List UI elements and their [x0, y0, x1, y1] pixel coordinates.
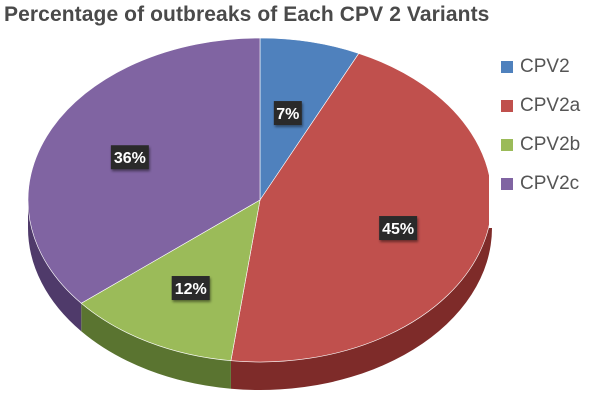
data-label-layer: 7% 45% 12% 36%	[110, 101, 418, 301]
data-label-text-cpv2a: 45%	[382, 221, 414, 238]
legend-label: CPV2b	[520, 134, 581, 155]
pie-top-layer	[27, 37, 493, 363]
legend-item-cpv2: CPV2	[501, 56, 570, 78]
pie-side-layer	[28, 200, 493, 391]
data-label-cpv2b: 12%	[171, 276, 210, 301]
legend-label: CPV2a	[520, 95, 581, 116]
legend-label: CPV2	[520, 56, 570, 77]
data-label-cpv2a: 45%	[379, 216, 418, 241]
data-label-text-cpv2b: 12%	[175, 281, 207, 298]
legend-item-cpv2b: CPV2b	[501, 134, 580, 156]
pie-slice-cpv2	[259, 37, 360, 201]
data-label-cpv2c: 36%	[110, 145, 149, 170]
legend-item-cpv2c: CPV2c	[501, 173, 579, 195]
data-label-text-cpv2c: 36%	[114, 150, 146, 167]
data-label-box-cpv2a	[379, 216, 418, 241]
data-label-box-cpv2	[273, 101, 302, 126]
data-label-text-cpv2: 7%	[276, 106, 299, 123]
pie-side-cpv2a	[230, 200, 493, 391]
data-label-box-cpv2b	[171, 276, 210, 301]
legend-swatch	[501, 100, 513, 112]
legend-label: CPV2c	[520, 173, 580, 194]
data-label-cpv2: 7%	[273, 101, 302, 126]
pie-slice-cpv2b	[80, 199, 261, 362]
legend: CPV2 CPV2a CPV2b CPV2c	[489, 52, 592, 228]
legend-item-cpv2a: CPV2a	[501, 95, 580, 117]
pie-slice-cpv2c	[27, 37, 261, 304]
chart-title: Percentage of outbreaks of Each CPV 2 Va…	[4, 3, 490, 26]
legend-swatch	[501, 61, 513, 73]
pie-side-cpv2c	[28, 200, 82, 332]
pie-side-cpv2b	[81, 303, 231, 389]
pie-slice-cpv2a	[230, 53, 493, 363]
legend-swatch	[501, 178, 513, 190]
legend-swatch	[501, 139, 513, 151]
data-label-box-cpv2c	[110, 145, 149, 170]
